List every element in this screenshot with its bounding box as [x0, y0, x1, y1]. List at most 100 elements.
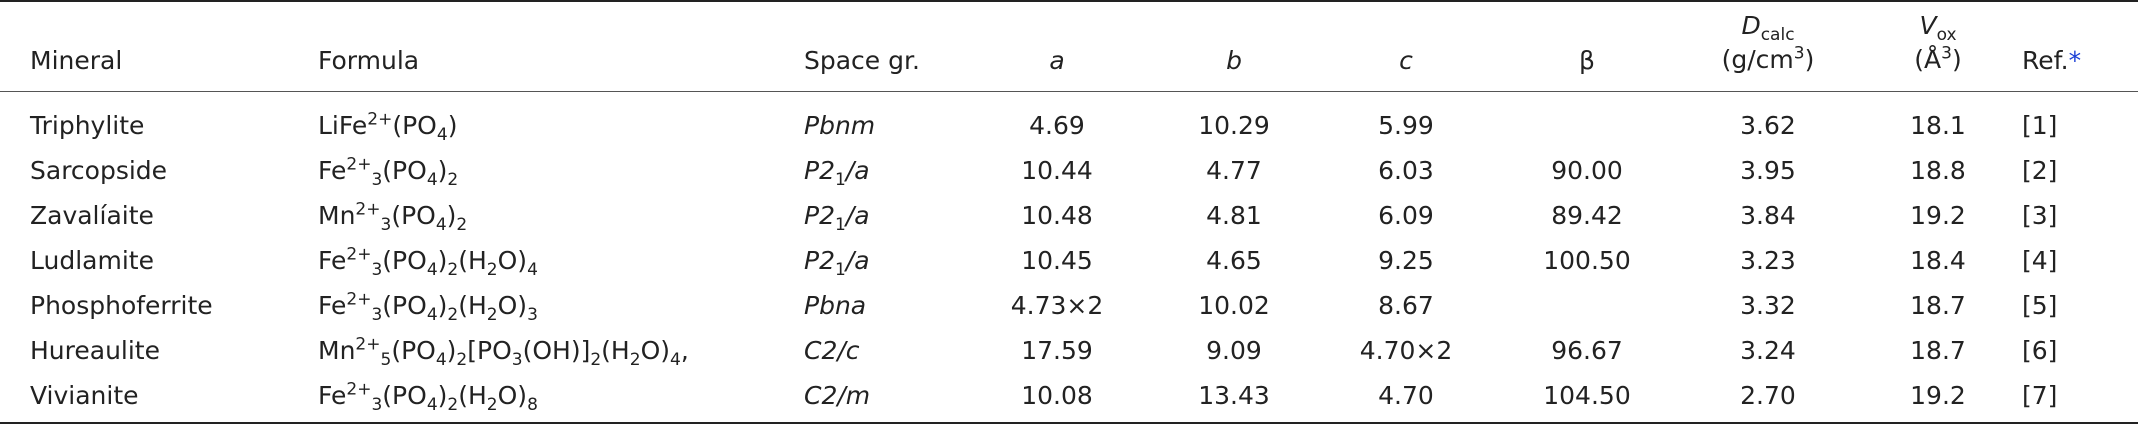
- cell-space-group-segment: /a: [845, 156, 870, 185]
- cell-space-group-segment: P2: [804, 156, 835, 185]
- cell-a: 10.48: [1021, 201, 1093, 230]
- cell-formula-segment: LiFe: [318, 110, 368, 140]
- cell-b: 9.09: [1206, 336, 1262, 365]
- cell-formula-segment: 2+: [346, 379, 372, 400]
- cell-formula-segment: Fe: [318, 246, 347, 275]
- cell-space-group: P21/a: [804, 238, 966, 283]
- cell-formula-segment: ): [437, 246, 448, 275]
- cell-c: 8.67: [1378, 291, 1434, 320]
- cell-ref: [3]: [2022, 201, 2058, 230]
- header-dcalc-unit-pre: (g/cm: [1721, 45, 1794, 74]
- cell-formula-segment: Fe: [318, 291, 347, 320]
- header-dcalc-unit-post: ): [1804, 45, 1815, 74]
- footnote-link[interactable]: *: [2068, 46, 2082, 75]
- cell-formula-segment: (PO: [382, 381, 427, 410]
- cell-formula-segment: 4: [670, 350, 681, 370]
- cell-dcalc: 3.23: [1740, 246, 1796, 275]
- table-row: Sarcopside Fe2+3(PO4)2 P21/a 10.44 4.77 6.03 9…: [0, 148, 2138, 193]
- cell-space-group: P21/a: [804, 148, 966, 193]
- cell-mineral: Phosphoferrite: [30, 291, 213, 320]
- cell-formula-segment: ): [447, 110, 458, 140]
- header-dcalc: Dcalc (g/cm3): [1682, 0, 1854, 92]
- cell-space-group: P21/a: [804, 193, 966, 238]
- cell-dcalc: 3.84: [1740, 201, 1796, 230]
- cell-formula-segment: O): [497, 246, 528, 275]
- cell-ref: [1]: [2022, 110, 2058, 140]
- cell-dcalc: 3.62: [1740, 110, 1796, 140]
- cell-space-group-segment: /a: [845, 246, 870, 275]
- cell-ref: [2]: [2022, 156, 2058, 185]
- cell-a: 10.08: [966, 373, 1148, 424]
- cell-space-group-segment: 1: [834, 170, 846, 190]
- cell-formula: Fe2+3(PO4)2(H2O)8: [318, 373, 804, 424]
- cell-formula-segment: 3: [371, 170, 383, 190]
- header-vox-unit-sup: 3: [1941, 43, 1952, 64]
- cell-vox: 18.8: [1910, 156, 1966, 185]
- cell-formula-segment: (OH)]: [522, 336, 591, 365]
- header-ref-label: Ref.: [2022, 46, 2069, 75]
- cell-formula-segment: 3: [527, 305, 538, 325]
- cell-space-group-segment: C2/c: [804, 336, 860, 365]
- cell-space-group-segment: P2: [804, 246, 835, 275]
- cell-mineral: Hureaulite: [30, 336, 160, 365]
- cell-formula-segment: 2: [456, 215, 468, 235]
- header-row: Mineral Formula Space gr. a b c β Dcalc …: [0, 0, 2138, 92]
- cell-formula-segment: 2: [447, 170, 459, 190]
- header-beta: β: [1492, 0, 1682, 92]
- cell-a: 10.44: [1021, 156, 1093, 185]
- table-row: Vivianite Fe2+3(PO4)2(H2O)8 C2/m 10.08 13.43…: [0, 373, 2138, 424]
- cell-formula-segment: (H: [601, 336, 630, 365]
- cell-formula-segment: 2: [590, 350, 602, 370]
- cell-c: 4.70×2: [1359, 336, 1453, 365]
- cell-formula-segment: ): [437, 156, 448, 185]
- header-mineral: Mineral: [0, 0, 318, 92]
- cell-space-group-segment: C2/m: [804, 381, 871, 410]
- header-vox-unit-post: ): [1951, 45, 1962, 74]
- cell-formula-segment: Fe: [318, 156, 347, 185]
- table-row: Triphylite LiFe2+(PO4) Pbnm 4.69 10.29 5.99 3.…: [0, 92, 2138, 149]
- cell-formula-segment: 4: [426, 395, 438, 415]
- cell-beta: 90.00: [1551, 156, 1623, 185]
- header-b: b: [1148, 0, 1320, 92]
- header-vox: Vox (Å3): [1854, 0, 2022, 92]
- cell-formula: Fe2+3(PO4)2(H2O)4: [318, 238, 804, 283]
- cell-b: 10.29: [1198, 110, 1270, 140]
- cell-b: 4.77: [1206, 156, 1262, 185]
- cell-formula-segment: (PO: [391, 336, 436, 365]
- cell-formula-segment: 4: [527, 260, 538, 280]
- cell-formula-segment: 5: [380, 350, 392, 370]
- cell-formula: LiFe2+(PO4): [318, 92, 804, 149]
- cell-formula-segment: 2: [447, 260, 459, 280]
- cell-a: 10.45: [1021, 246, 1093, 275]
- cell-dcalc: 2.70: [1682, 373, 1854, 424]
- cell-formula-segment: ): [437, 381, 448, 410]
- cell-formula-segment: Fe: [318, 381, 347, 410]
- cell-c: 9.25: [1378, 246, 1434, 275]
- cell-beta: 89.42: [1551, 201, 1623, 230]
- cell-formula-segment: 4: [426, 170, 438, 190]
- cell-formula-segment: [PO: [467, 336, 512, 365]
- cell-formula: Fe2+3(PO4)2(H2O)3: [318, 283, 804, 328]
- cell-formula-segment: ): [437, 291, 448, 320]
- cell-a: 17.59: [1021, 336, 1093, 365]
- cell-formula-segment: 2: [447, 305, 459, 325]
- mineral-data-table: Mineral Formula Space gr. a b c β Dcalc …: [0, 0, 2138, 424]
- cell-c: 6.03: [1378, 156, 1434, 185]
- cell-formula-segment: 2: [456, 350, 468, 370]
- cell-vox: 19.2: [1910, 201, 1966, 230]
- cell-formula-segment: 3: [371, 305, 383, 325]
- table-row: Phosphoferrite Fe2+3(PO4)2(H2O)3 Pbna 4.73×…: [0, 283, 2138, 328]
- header-space-group: Space gr.: [804, 0, 966, 92]
- cell-formula-segment: (H: [458, 246, 487, 275]
- cell-mineral: Zavalíaite: [30, 201, 154, 230]
- cell-dcalc: 3.24: [1740, 336, 1796, 365]
- cell-formula-segment: 4: [436, 124, 448, 145]
- cell-formula: Fe2+3(PO4)2: [318, 148, 804, 193]
- header-c: c: [1320, 0, 1492, 92]
- cell-mineral: Vivianite: [0, 373, 318, 424]
- cell-formula-segment: 2: [486, 260, 498, 280]
- cell-formula-segment: (PO: [392, 110, 437, 140]
- cell-mineral: Triphylite: [30, 110, 145, 140]
- cell-b: 4.81: [1206, 201, 1262, 230]
